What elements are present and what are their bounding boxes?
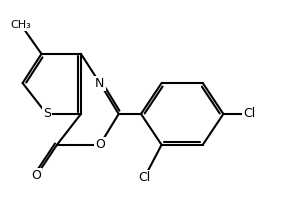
Text: O: O <box>95 138 105 151</box>
Text: S: S <box>43 107 51 120</box>
Text: Cl: Cl <box>243 107 255 120</box>
Text: CH₃: CH₃ <box>10 20 31 30</box>
Text: Cl: Cl <box>138 171 151 184</box>
Text: N: N <box>95 77 105 90</box>
Text: O: O <box>31 169 41 182</box>
